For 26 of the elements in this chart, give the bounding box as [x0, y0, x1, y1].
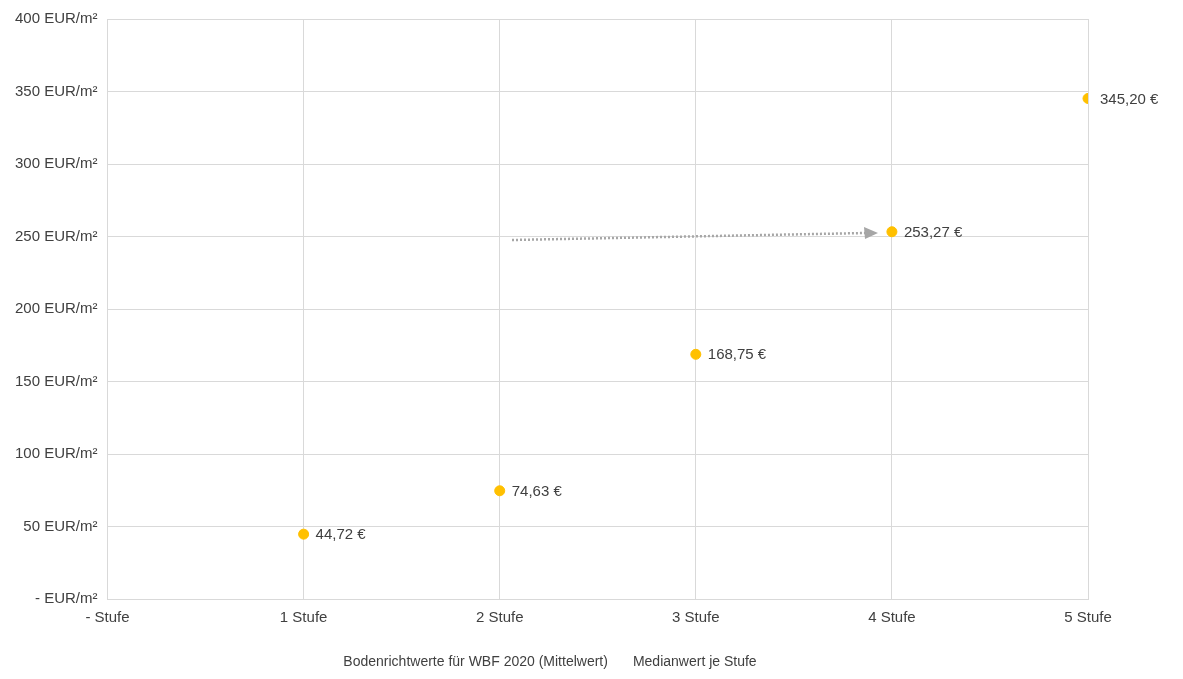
y-tick-label: 150 EUR/m² [14, 371, 98, 389]
text: Medianwert je Stufe [632, 652, 757, 669]
data-label: 74,63 € [511, 481, 563, 499]
y-tick-label: 50 EUR/m² [23, 516, 98, 534]
y-tick-label: 250 EUR/m² [14, 226, 98, 244]
point [494, 485, 506, 497]
text: Bodenrichtwerte für WBF 2020 (Mittelwert) [343, 652, 608, 669]
y-tick-label: 200 EUR/m² [14, 299, 98, 317]
x-tick-label: 3 Stufe [672, 608, 720, 626]
x-tick-label: - Stufe [85, 608, 130, 626]
y-tick-label: 350 EUR/m² [14, 81, 98, 99]
x-tick-label: 2 Stufe [475, 608, 524, 626]
y-tick-label: 400 EUR/m² [14, 9, 98, 27]
x-tick-label: 4 Stufe [868, 608, 916, 626]
x-tick-label: 5 Stufe [1064, 608, 1112, 626]
data-label: 253,27 € [903, 222, 963, 240]
y-tick-label: 300 EUR/m² [14, 154, 98, 172]
point [886, 226, 898, 238]
data-label: 345,20 € [1100, 89, 1160, 107]
x-tick-label: 1 Stufe [279, 608, 328, 626]
data-label: 44,72 € [315, 525, 367, 543]
point [298, 528, 310, 540]
data-label: 168,75 € [707, 345, 767, 363]
point [690, 348, 702, 360]
y-tick-label: 100 EUR/m² [14, 444, 98, 462]
y-tick-label: - EUR/m² [35, 589, 98, 607]
